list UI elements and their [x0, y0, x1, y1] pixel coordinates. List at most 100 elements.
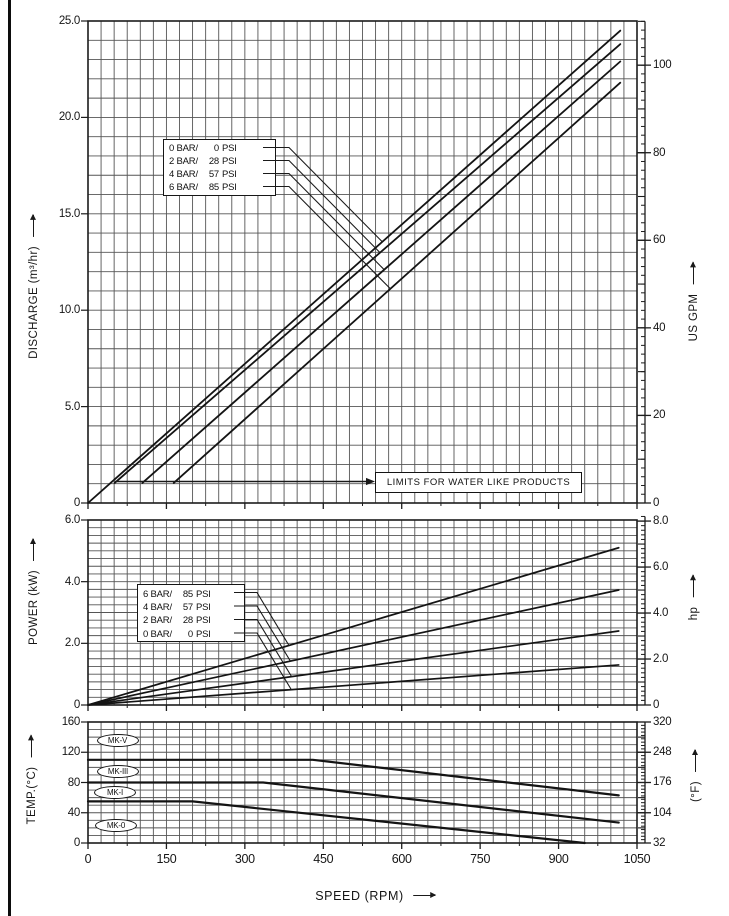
y-tick-label: 2.0 — [64, 637, 80, 650]
x-tick-label: 450 — [313, 852, 334, 866]
legend-text: PSI — [222, 155, 237, 167]
legend-row: 2 BAR/28 PSI — [138, 614, 244, 627]
legend-callout-line — [263, 146, 383, 242]
x-tick-label: 600 — [391, 852, 412, 866]
y-tick-label: 0 — [73, 497, 80, 509]
right-tick-label: 2.0 — [653, 653, 669, 665]
legend-box-power: 6 BAR/85 PSI 4 BAR/57 PSI 2 BAR/28 PSI 0 BAR/0… — [137, 584, 245, 642]
y-tick-label: 0 — [73, 837, 80, 849]
series-line-mk-i-limit — [86, 781, 620, 824]
x-tick-label: 900 — [548, 852, 569, 866]
right-tick-label: 0 — [653, 699, 660, 711]
y-tick-label: 15.0 — [58, 207, 80, 220]
right-tick-label: 8.0 — [653, 515, 669, 528]
y-tick-label: 0 — [73, 699, 80, 711]
mk-badge-mk-iii: MK-III — [97, 765, 139, 779]
legend-callout-line — [263, 159, 381, 253]
limits-annotation: LIMITS FOR WATER LIKE PRODUCTS — [375, 472, 582, 493]
y-tick-label: 4.0 — [64, 575, 80, 588]
y-tick-label: 40 — [67, 806, 81, 819]
axis-title-speed-text: SPEED (RPM) — [315, 889, 404, 903]
legend-text: PSI — [222, 182, 237, 194]
y-tick-label: 80 — [67, 776, 81, 789]
legend-text: PSI — [222, 168, 237, 180]
right-tick-label: 320 — [653, 715, 672, 728]
mk-badge-mk-v: MK-V — [96, 734, 139, 748]
series-line-4-bar-57-psi — [87, 589, 620, 706]
legend-callout-line — [234, 605, 291, 662]
y-tick-label: 160 — [61, 716, 81, 728]
right-tick-label: 6.0 — [653, 561, 669, 574]
legend-box-discharge: 0 BAR/0 PSI 2 BAR/28 PSI 4 BAR/57 PSI 6 BAR/85… — [163, 139, 276, 196]
legend-text: 6 BAR/ — [169, 182, 198, 194]
legend-text: 28 — [182, 615, 193, 627]
series-line-6-bar-85-psi — [172, 81, 622, 484]
legend-callout-line — [263, 185, 391, 289]
mk-badge-mk-i: MK-I — [94, 785, 136, 799]
y-tick-label: 25.0 — [58, 15, 80, 27]
legend-text: PSI — [222, 142, 237, 154]
legend-callout-line — [263, 172, 385, 270]
legend-text: PSI — [196, 589, 211, 600]
right-tick-label: 176 — [653, 776, 672, 789]
legend-text: 0 BAR/ — [169, 142, 198, 154]
legend-text: 0 — [187, 628, 193, 640]
legend-row: 4 BAR/57 PSI — [138, 601, 244, 614]
y-tick-label: 6.0 — [64, 514, 80, 526]
series-line-0-bar-0-psi — [87, 664, 620, 706]
right-tick-label: 100 — [653, 59, 672, 72]
legend-text: 4 BAR/ — [143, 602, 172, 614]
legend-callout-line — [234, 632, 292, 690]
y-tick-label: 20.0 — [58, 111, 80, 124]
right-tick-label: 0 — [653, 497, 660, 509]
legend-row: 4 BAR/57 PSI — [164, 168, 275, 181]
y-tick-label: 10.0 — [58, 304, 80, 317]
right-tick-label: 40 — [653, 321, 666, 334]
legend-text: 0 — [213, 142, 219, 154]
legend-text: PSI — [196, 628, 211, 640]
y-tick-label: 120 — [61, 746, 81, 759]
series-line-0-bar-0-psi — [87, 29, 622, 504]
right-tick-label: 32 — [653, 837, 666, 849]
legend-row: 6 BAR/85 PSI — [138, 588, 244, 601]
legend-text: 28 — [208, 155, 219, 167]
axis-title-speed: SPEED (RPM) — [315, 889, 436, 903]
x-tick-label: 0 — [84, 852, 92, 866]
series-line-mk-0-limit — [86, 800, 586, 845]
right-tick-label: 4.0 — [653, 607, 669, 620]
legend-text: 0 BAR/ — [143, 628, 172, 640]
legend-callout-line — [234, 591, 290, 646]
legend-row: 2 BAR/28 PSI — [164, 155, 275, 168]
legend-text: PSI — [196, 615, 211, 627]
legend-text: 85 — [182, 589, 193, 600]
legend-text: 4 BAR/ — [169, 168, 198, 180]
legend-row: 0 BAR/0 PSI — [138, 628, 244, 641]
legend-text: 6 BAR/ — [143, 589, 172, 600]
legend-row: 6 BAR/85 PSI — [164, 181, 275, 194]
series-line-6-bar-85-psi — [87, 546, 620, 706]
right-tick-label: 60 — [653, 234, 666, 247]
series-line-mk-iii-limit — [86, 758, 620, 797]
series-line-2-bar-28-psi — [87, 630, 620, 706]
right-arrow-icon — [412, 890, 436, 899]
limits-arrow-head — [366, 477, 375, 486]
right-tick-label: 20 — [653, 409, 666, 422]
series-line-4-bar-57-psi — [141, 60, 622, 484]
legend-text: 2 BAR/ — [169, 155, 198, 167]
legend-text: 57 — [208, 168, 219, 180]
y-tick-label: 5.0 — [64, 400, 80, 413]
legend-row: 0 BAR/0 PSI — [164, 142, 275, 155]
legend-callout-line — [234, 618, 293, 677]
mk-badge-mk-0: MK-0 — [95, 819, 137, 833]
right-tick-label: 248 — [653, 746, 672, 759]
legend-text: 85 — [208, 182, 219, 194]
series-line-2-bar-28-psi — [113, 43, 622, 484]
right-tick-label: 104 — [653, 806, 672, 819]
legend-text: 2 BAR/ — [143, 615, 172, 627]
x-tick-label: 750 — [470, 852, 491, 866]
legend-text: 57 — [182, 602, 193, 614]
